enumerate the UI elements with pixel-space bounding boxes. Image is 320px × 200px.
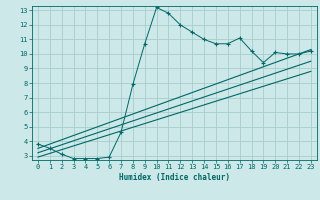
X-axis label: Humidex (Indice chaleur): Humidex (Indice chaleur) <box>119 173 230 182</box>
